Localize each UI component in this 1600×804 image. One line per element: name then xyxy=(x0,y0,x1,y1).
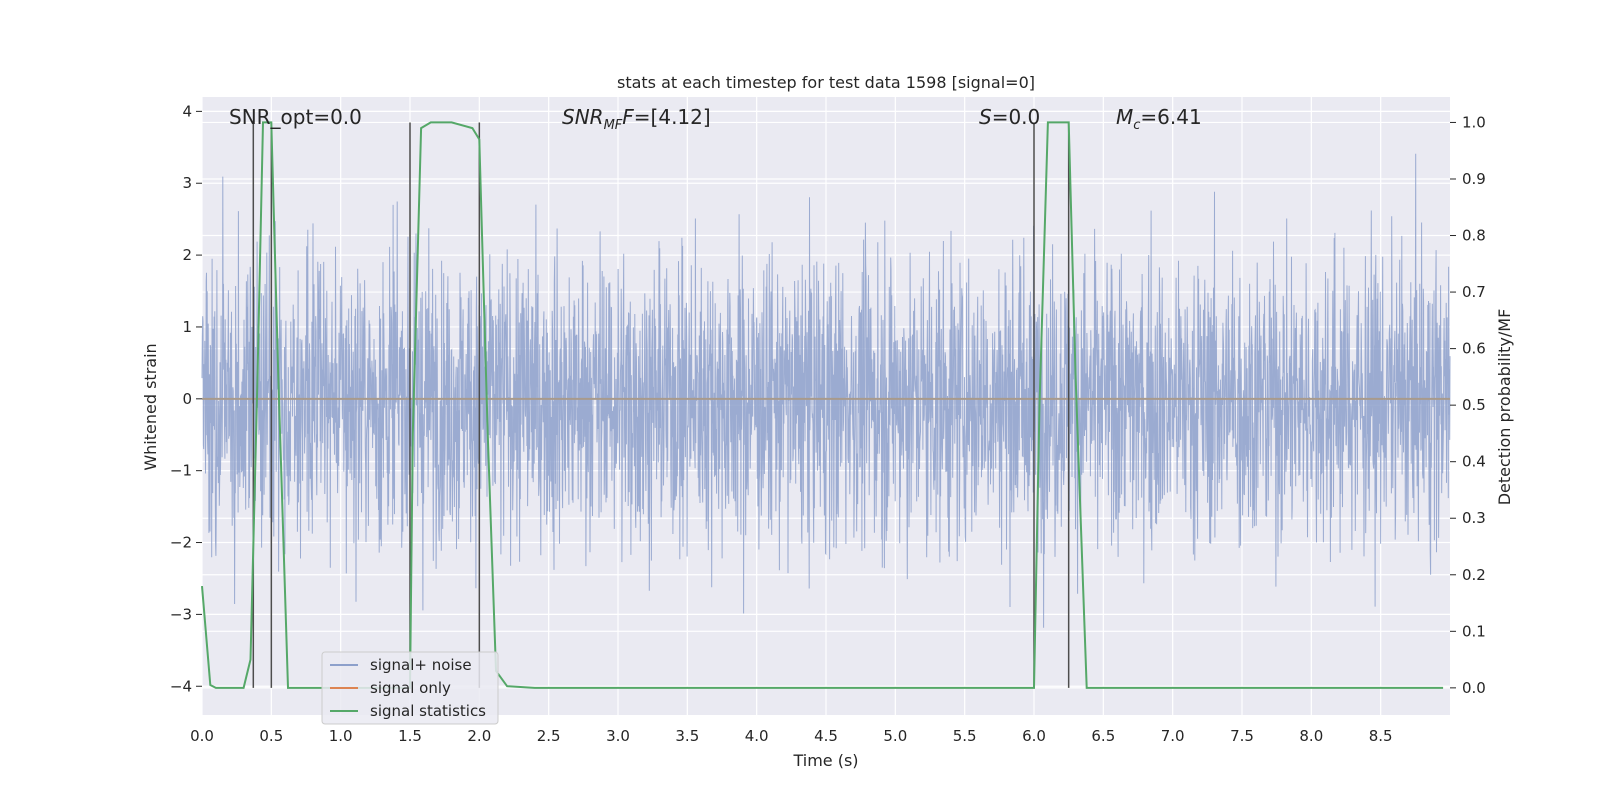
chart-title: stats at each timestep for test data 159… xyxy=(617,73,1035,92)
y-right-tick-label: 0.6 xyxy=(1462,340,1486,358)
y-right-tick-label: 1.0 xyxy=(1462,113,1486,131)
y-right-tick-labels: 1.0 0.9 0.8 0.7 0.6 0.5 0.4 0.3 0.2 0.1 0.0 xyxy=(1450,113,1486,697)
legend: signal+ noise signal only signal statist… xyxy=(321,651,499,725)
x-tick-label: 7.0 xyxy=(1161,727,1185,745)
x-tick-label: 6.5 xyxy=(1091,727,1115,745)
x-tick-label: 8.0 xyxy=(1299,727,1323,745)
x-tick-label: 5.0 xyxy=(883,727,907,745)
snr-mf-value: =[4.12] xyxy=(634,105,711,129)
x-tick-label: 2.5 xyxy=(537,727,561,745)
legend-label-statistics: signal statistics xyxy=(370,702,486,720)
x-tick-label: 8.5 xyxy=(1369,727,1393,745)
vertical-markers xyxy=(252,122,1070,688)
x-tick-labels: 0.0 0.5 1.0 1.5 2.0 2.5 3.0 3.5 4.0 4.5 5.0 5.5 6.0 6… xyxy=(190,727,1393,745)
y-left-tick-label: 1 xyxy=(182,318,192,336)
snr-mf-symbol: SNR xyxy=(562,105,604,129)
grid-lines xyxy=(201,97,1450,715)
series-signal-statistics xyxy=(201,121,1444,689)
y-right-tick-label: 0.3 xyxy=(1462,509,1486,527)
x-tick-label: 3.5 xyxy=(675,727,699,745)
y-left-tick-label: −1 xyxy=(170,462,192,480)
s-symbol: S xyxy=(979,105,992,129)
x-tick-label: 7.5 xyxy=(1230,727,1254,745)
x-tick-label: 1.0 xyxy=(329,727,353,745)
legend-label-noise: signal+ noise xyxy=(370,656,472,674)
y-right-axis-label: Detection probability/MF xyxy=(1495,309,1514,506)
y-left-tick-label: 2 xyxy=(182,246,192,264)
annotation-snr-opt: SNR_opt=0.0 xyxy=(229,105,362,129)
y-left-tick-label: 4 xyxy=(182,102,192,120)
y-left-tick-label: −2 xyxy=(170,534,192,552)
y-right-tick-label: 0.5 xyxy=(1462,396,1486,414)
x-tick-label: 2.0 xyxy=(467,727,491,745)
x-tick-label: 3.0 xyxy=(606,727,630,745)
x-tick-label: 4.0 xyxy=(745,727,769,745)
legend-box xyxy=(321,651,499,725)
y-left-tick-labels: 4 3 2 1 0 −1 −2 −3 −4 xyxy=(170,102,202,695)
x-tick-label: 5.5 xyxy=(953,727,977,745)
x-tick-label: 1.5 xyxy=(398,727,422,745)
x-tick-label: 4.5 xyxy=(814,727,838,745)
y-right-tick-label: 0.7 xyxy=(1462,283,1486,301)
x-tick-label: 0.5 xyxy=(259,727,283,745)
statistics-line xyxy=(201,121,1444,689)
mc-subscript: c xyxy=(1133,118,1140,133)
annotation-s: S=0.0 xyxy=(979,105,1040,129)
y-right-tick-label: 0.9 xyxy=(1462,170,1486,188)
y-right-tick-label: 0.8 xyxy=(1462,227,1486,245)
y-right-tick-label: 0.1 xyxy=(1462,622,1486,640)
annotation-mc: Mc=6.41 xyxy=(1116,105,1202,133)
mc-value: =6.41 xyxy=(1140,105,1201,129)
annotation-snr-mf: SNRMFF=[4.12] xyxy=(562,105,711,133)
snr-mf-subscript: MF xyxy=(604,118,623,133)
mc-symbol: M xyxy=(1116,105,1133,129)
y-left-tick-label: −4 xyxy=(170,677,192,695)
x-tick-label: 6.0 xyxy=(1022,727,1046,745)
x-tick-label: 0.0 xyxy=(190,727,214,745)
y-left-tick-label: −3 xyxy=(170,605,192,623)
y-left-axis-label: Whitened strain xyxy=(141,343,160,470)
y-left-tick-label: 3 xyxy=(182,174,192,192)
y-right-tick-label: 0.4 xyxy=(1462,453,1486,471)
x-axis-label: Time (s) xyxy=(792,751,858,770)
y-left-tick-label: 0 xyxy=(182,390,192,408)
s-value: =0.0 xyxy=(992,105,1041,129)
legend-label-signal-only: signal only xyxy=(370,679,451,697)
y-right-tick-label: 0.2 xyxy=(1462,566,1486,584)
y-right-tick-label: 0.0 xyxy=(1462,679,1486,697)
